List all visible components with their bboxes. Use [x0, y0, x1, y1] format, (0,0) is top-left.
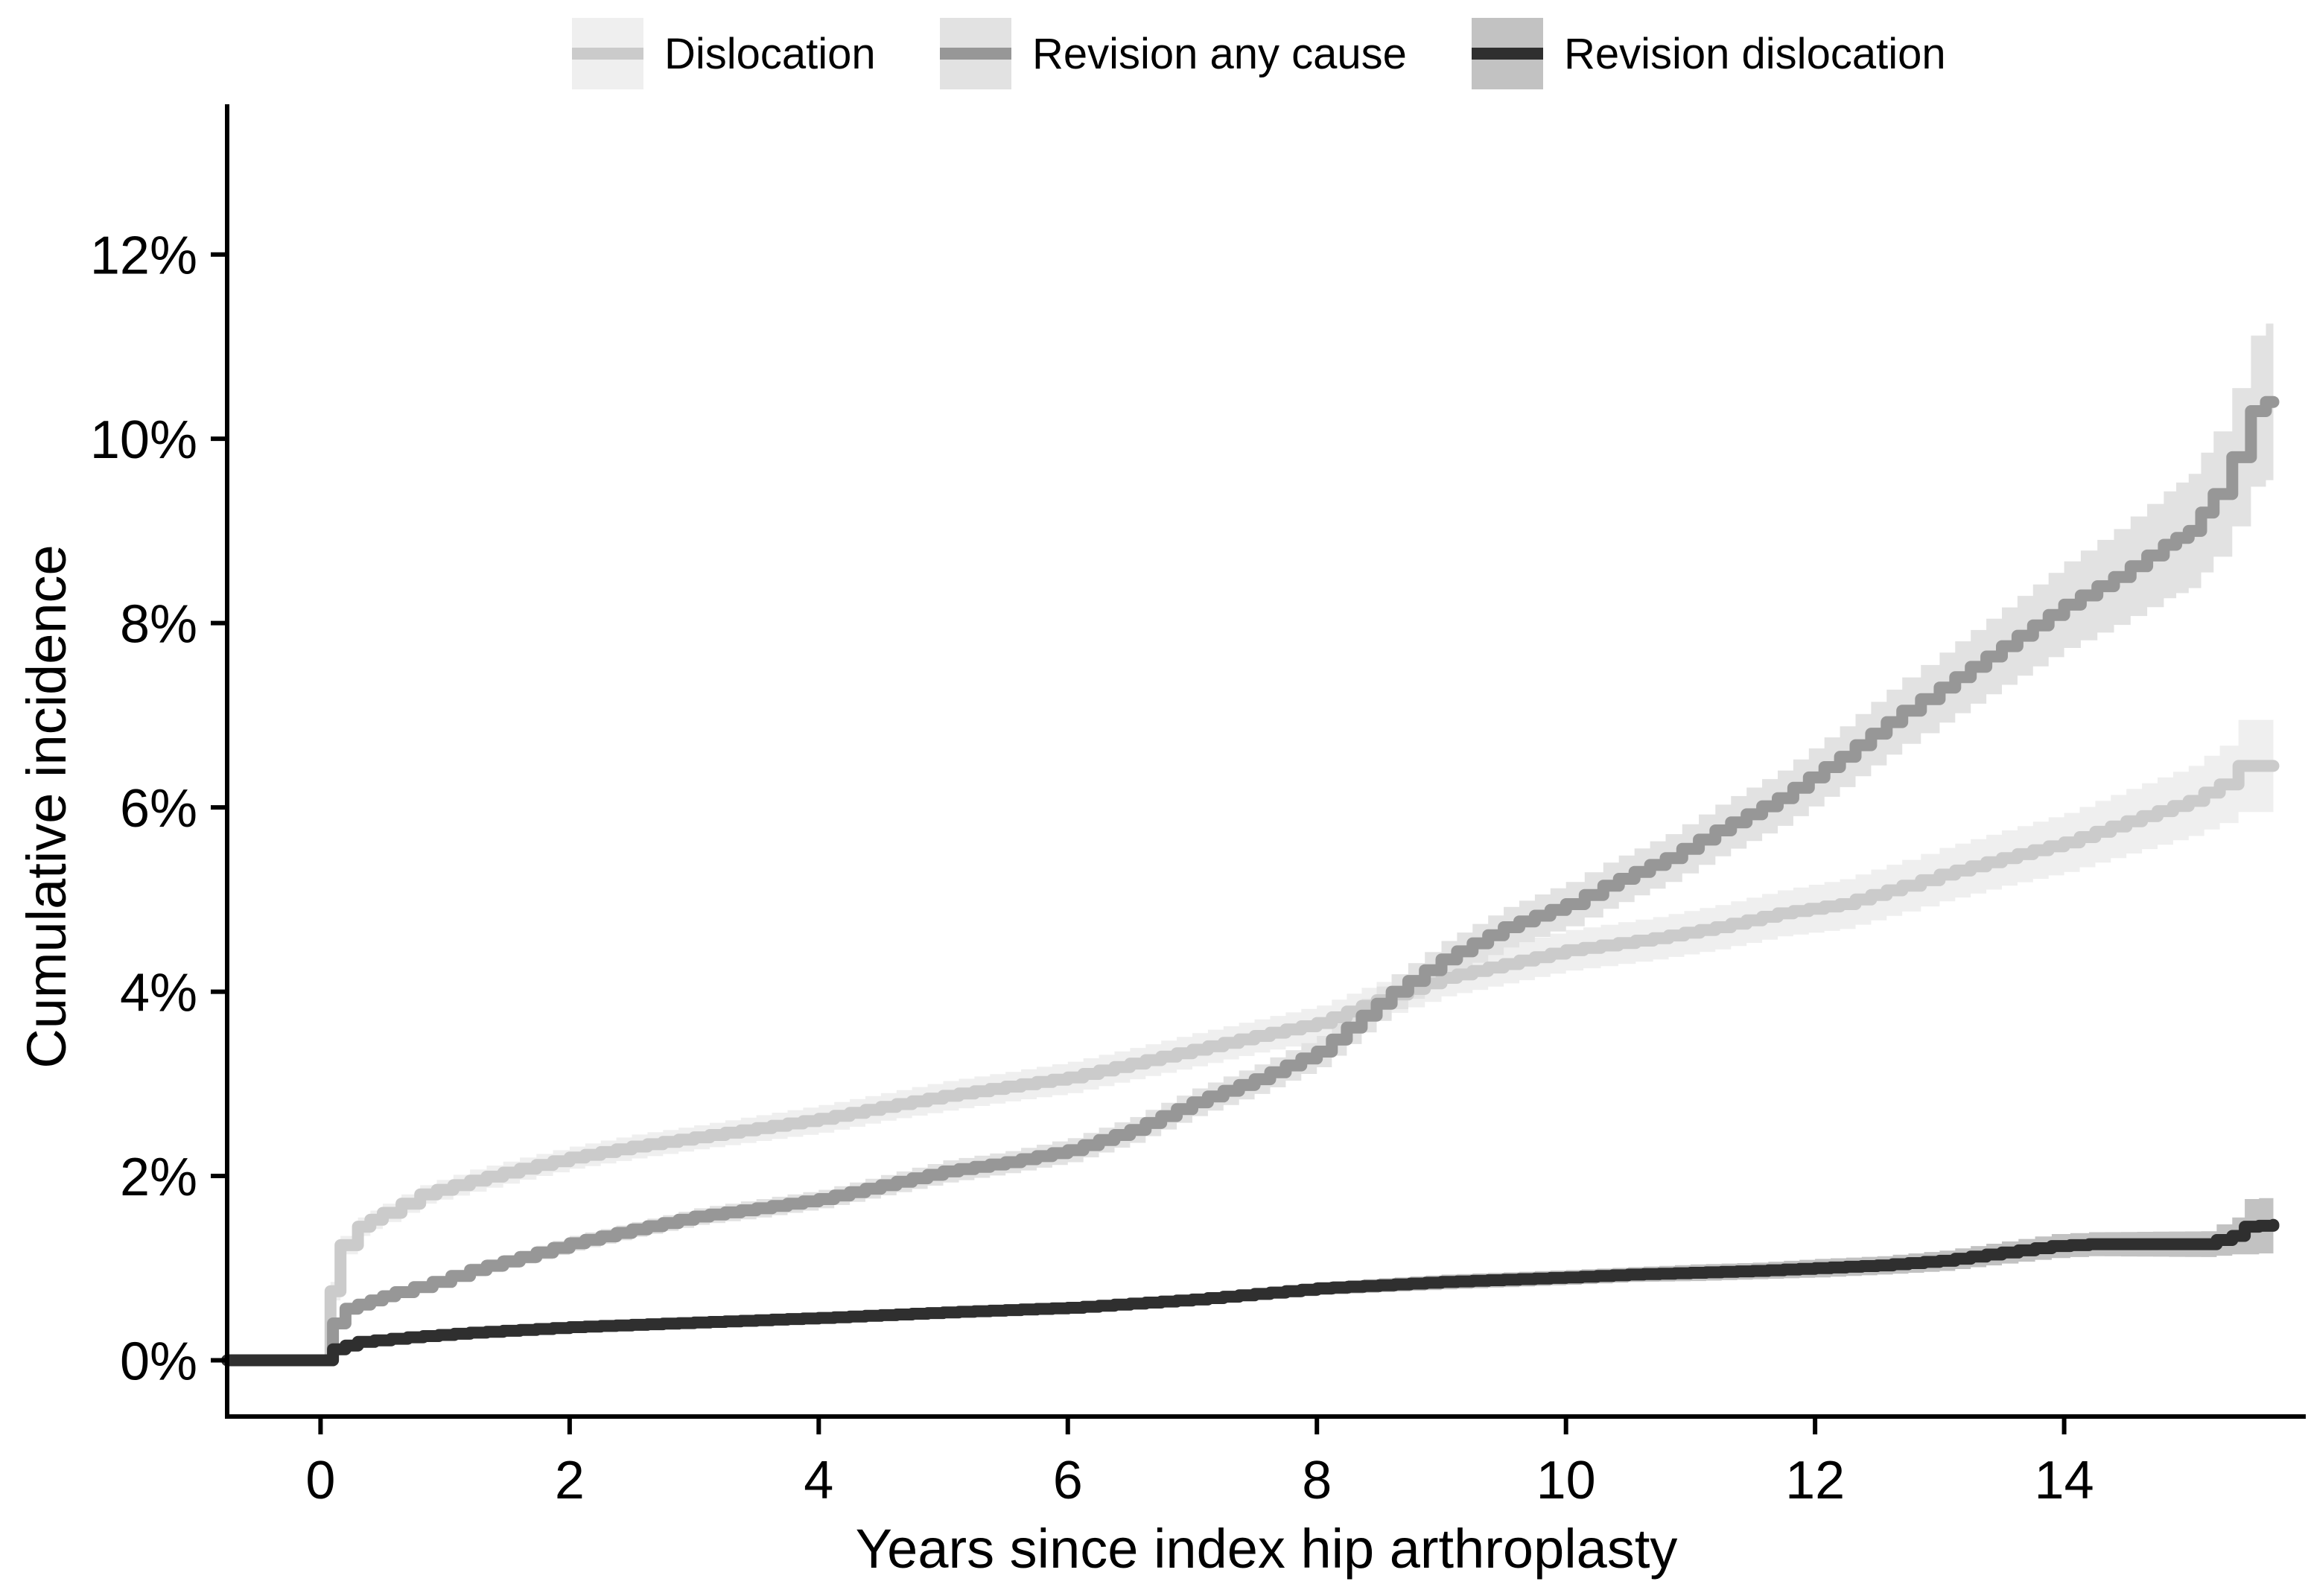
y-tick-label: 6% [120, 779, 197, 839]
y-tick-label: 4% [120, 964, 197, 1023]
x-tick-label: 2 [555, 1451, 585, 1510]
y-tick-label: 10% [90, 410, 197, 470]
x-tick-label: 12 [1785, 1451, 1845, 1510]
y-tick-label: 12% [90, 226, 197, 286]
series-line-revision-any-cause [221, 395, 2280, 1367]
dislocation-line-icon [572, 48, 643, 60]
legend: Dislocation Revision any cause Revision … [0, 0, 2308, 104]
revision-any-cause-swatch-icon [940, 18, 1011, 89]
dislocation-swatch-icon [572, 18, 643, 89]
revision-any-cause-line-icon [940, 48, 1011, 60]
x-tick-label: 14 [2035, 1451, 2094, 1510]
x-axis-title: Years since index hip arthroplasty [856, 1518, 1678, 1580]
y-tick-label: 2% [120, 1148, 197, 1207]
legend-item-revision-dislocation: Revision dislocation [1472, 18, 1946, 89]
legend-label: Revision any cause [1032, 29, 1407, 78]
revision-dislocation-swatch-icon [1472, 18, 1543, 89]
y-tick-label: 8% [120, 595, 197, 655]
legend-item-revision-any-cause: Revision any cause [940, 18, 1407, 89]
legend-label: Revision dislocation [1564, 29, 1946, 78]
y-axis-title: Cumulative incidence [16, 544, 77, 1068]
series-line-revision-dislocation [221, 1218, 2280, 1367]
ci-band-revision-any-cause [227, 323, 2274, 1361]
legend-item-dislocation: Dislocation [572, 18, 876, 89]
x-tick-label: 6 [1053, 1451, 1083, 1510]
y-tick-label: 0% [120, 1332, 197, 1392]
x-tick-label: 4 [804, 1451, 833, 1510]
x-tick-label: 10 [1536, 1451, 1596, 1510]
x-tick-label: 8 [1302, 1451, 1332, 1510]
series-line-dislocation [221, 760, 2280, 1367]
x-tick-label: 0 [305, 1451, 335, 1510]
revision-dislocation-line-icon [1472, 48, 1543, 60]
legend-label: Dislocation [664, 29, 876, 78]
